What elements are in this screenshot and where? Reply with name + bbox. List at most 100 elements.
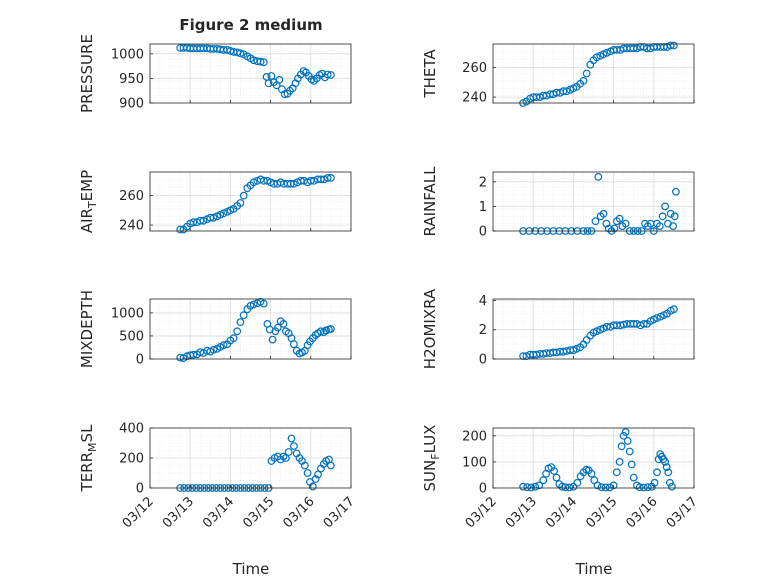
data-point — [627, 460, 636, 469]
y-tick-label: 500 — [119, 329, 144, 344]
data-point — [314, 470, 322, 479]
axes-box — [149, 171, 352, 232]
subplot-air-temp: 240 260 AIRTEMP — [78, 170, 352, 234]
data-point — [189, 350, 198, 359]
data-point — [629, 473, 638, 482]
data-point — [619, 431, 628, 440]
y-tick-label: 100 — [462, 455, 487, 470]
data-point — [280, 90, 289, 99]
data-point — [591, 217, 600, 226]
y-tick-label: 200 — [119, 452, 144, 467]
data-point — [308, 482, 317, 491]
data-point — [643, 483, 652, 492]
data-point — [249, 300, 258, 309]
y-tick-label: 2 — [479, 323, 487, 338]
figure-title: Figure 2 medium — [179, 16, 322, 34]
y-tick-label: 0 — [479, 482, 487, 497]
data-point — [670, 41, 678, 50]
y-tick-label: 200 — [462, 429, 487, 444]
data-point — [531, 482, 540, 491]
data-point — [284, 448, 293, 456]
data-point — [593, 481, 602, 490]
data-point — [327, 461, 335, 470]
axes-box — [492, 43, 695, 104]
y-tick-label: 240 — [462, 91, 487, 106]
data-point — [615, 214, 624, 223]
data-point — [569, 482, 578, 491]
data-point — [550, 467, 558, 475]
data-point — [259, 299, 268, 308]
data-point — [670, 305, 678, 314]
data-point — [666, 41, 675, 50]
data-point — [666, 478, 674, 487]
data-point — [300, 461, 309, 470]
data-point — [621, 428, 630, 436]
y-tick-label: 400 — [119, 422, 144, 437]
data-point — [587, 469, 596, 478]
data-point — [535, 481, 544, 490]
data-point — [552, 88, 561, 97]
data-point — [639, 483, 648, 492]
y-tick-label: 0 — [136, 482, 144, 497]
data-point — [625, 447, 634, 456]
y-axis-label: SUNFLUX — [421, 425, 442, 492]
data-point — [327, 71, 335, 79]
data-point — [664, 468, 673, 477]
data-point — [617, 442, 626, 451]
data-point — [249, 178, 258, 187]
data-point — [573, 478, 582, 487]
axes-box — [492, 171, 695, 232]
data-point — [565, 483, 574, 492]
data-point — [290, 340, 298, 349]
data-point — [189, 218, 198, 227]
data-point — [256, 57, 265, 66]
data-point — [666, 209, 675, 218]
data-point — [527, 483, 536, 492]
subplot-h2omixra: 0 2 4 H2OMIXRA — [421, 288, 695, 369]
y-tick-label: 240 — [119, 219, 144, 234]
x-axis-label-right: Time — [575, 560, 613, 578]
y-tick-label: 1 — [479, 200, 487, 215]
y-axis-label: PRESSURE — [78, 34, 96, 113]
data-point — [669, 222, 677, 231]
data-point — [668, 482, 676, 491]
data-point — [653, 314, 661, 322]
data-point — [523, 483, 532, 492]
data-point — [219, 209, 228, 218]
data-point — [239, 191, 248, 200]
y-axis-label: RAINFALL — [421, 166, 439, 237]
data-point — [311, 475, 320, 483]
y-tick-label: 4 — [479, 294, 487, 309]
data-point — [275, 75, 284, 84]
data-point — [236, 199, 245, 207]
data-point — [236, 49, 245, 58]
data-point — [605, 483, 614, 492]
y-tick-label: 2 — [479, 175, 487, 190]
data-point — [176, 225, 185, 234]
data-point — [612, 468, 621, 477]
data-point — [579, 76, 588, 85]
data-point — [229, 334, 238, 343]
data-point — [290, 179, 298, 188]
data-point — [287, 434, 296, 443]
data-point — [615, 458, 624, 466]
data-point — [327, 325, 335, 333]
data-point — [268, 335, 277, 344]
subplot-mixdepth: 0 500 1000 MIXDEPTH — [78, 290, 352, 368]
data-point — [661, 202, 669, 211]
y-tick-label: 260 — [119, 189, 144, 204]
data-point — [323, 70, 332, 79]
data-point — [672, 187, 680, 196]
data-point — [558, 482, 566, 491]
subplot-theta: 240 260 THETA — [421, 41, 695, 107]
data-point — [327, 173, 335, 182]
data-point — [562, 87, 571, 96]
data-point — [264, 79, 273, 88]
data-point — [323, 173, 332, 182]
data-point — [597, 483, 606, 492]
y-tick-label: 1000 — [111, 306, 144, 321]
y-tick-label: 260 — [462, 61, 487, 76]
